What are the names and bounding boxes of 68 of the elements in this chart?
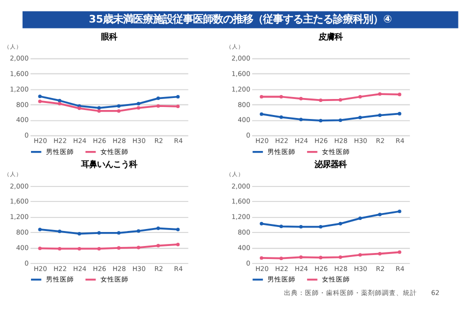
point xyxy=(260,94,264,99)
point xyxy=(176,104,180,108)
point xyxy=(338,255,342,259)
point xyxy=(97,109,101,113)
chart-title: 眼科 xyxy=(100,31,117,42)
point xyxy=(299,225,303,229)
point xyxy=(156,226,160,230)
point xyxy=(378,92,382,96)
point xyxy=(398,250,402,254)
point xyxy=(299,255,303,259)
point xyxy=(97,231,101,235)
point xyxy=(279,115,283,119)
point xyxy=(398,92,402,96)
point xyxy=(378,252,382,256)
point xyxy=(136,229,140,233)
point xyxy=(279,256,283,260)
point xyxy=(318,98,322,102)
point xyxy=(358,116,362,120)
point xyxy=(338,98,342,102)
point xyxy=(136,102,140,106)
point xyxy=(58,246,62,250)
point xyxy=(398,210,402,214)
point xyxy=(176,242,180,246)
point xyxy=(117,109,121,113)
point xyxy=(136,106,140,110)
chart-title: 泌尿器科 xyxy=(314,159,347,170)
point xyxy=(156,244,160,248)
point xyxy=(156,104,160,108)
point xyxy=(378,212,382,216)
point xyxy=(299,118,303,122)
point xyxy=(58,98,62,102)
point xyxy=(78,232,82,236)
point xyxy=(38,228,42,232)
point xyxy=(58,102,62,106)
chart-title: 耳鼻いんこう科 xyxy=(80,159,137,170)
point xyxy=(279,94,283,99)
point xyxy=(299,96,303,100)
point xyxy=(260,222,264,226)
point xyxy=(58,230,62,234)
point xyxy=(117,104,121,108)
point xyxy=(358,253,362,257)
point xyxy=(358,216,362,220)
point xyxy=(318,225,322,229)
point xyxy=(318,256,322,260)
point xyxy=(156,96,160,100)
point xyxy=(97,246,101,250)
point xyxy=(97,106,101,110)
point xyxy=(398,112,402,116)
point xyxy=(78,106,82,110)
point xyxy=(38,94,42,98)
point xyxy=(338,222,342,226)
point xyxy=(260,256,264,260)
point xyxy=(176,94,180,99)
point xyxy=(38,100,42,104)
point xyxy=(117,246,121,250)
point xyxy=(318,118,322,122)
point xyxy=(176,228,180,232)
text: 35歳未満医療施設従事医師数の推移（従事する主たる診療科別）④ xyxy=(88,14,392,26)
point xyxy=(338,118,342,122)
point xyxy=(136,246,140,250)
point xyxy=(378,113,382,117)
point xyxy=(117,231,121,235)
point xyxy=(358,94,362,99)
point xyxy=(78,246,82,250)
point xyxy=(279,224,283,228)
point xyxy=(38,246,42,250)
chart-title: 皮膚科 xyxy=(318,31,343,42)
point xyxy=(260,112,264,116)
